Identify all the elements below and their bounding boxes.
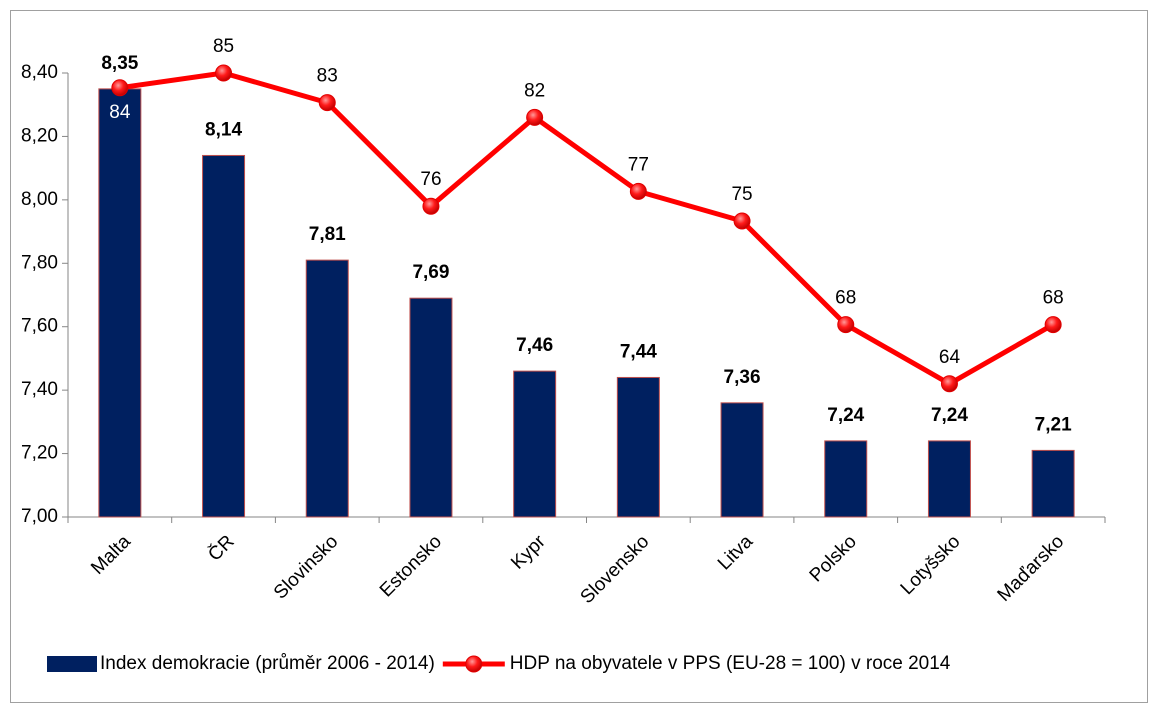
bar-value-label: 8,35 bbox=[101, 53, 138, 74]
bar-value-label: 7,24 bbox=[931, 405, 968, 426]
bar bbox=[202, 154, 246, 518]
legend-label: HDP na obyvatele v PPS (EU-28 = 100) v r… bbox=[510, 653, 951, 674]
bar bbox=[1031, 449, 1075, 518]
line-marker bbox=[422, 197, 440, 215]
y-tick-label: 7,20 bbox=[21, 443, 58, 464]
line-value-label: 77 bbox=[628, 154, 649, 175]
line-marker bbox=[837, 316, 855, 334]
bar bbox=[305, 259, 349, 518]
bar bbox=[513, 370, 557, 518]
line-marker bbox=[111, 79, 129, 97]
line bbox=[119, 70, 1055, 387]
legend-label: Index demokracie (průměr 2006 - 2014) bbox=[100, 653, 435, 674]
y-tick-label: 8,00 bbox=[21, 189, 58, 210]
bar bbox=[824, 440, 868, 518]
line-value-label: 84 bbox=[109, 102, 131, 123]
line-marker bbox=[629, 182, 647, 200]
bar-value-label: 7,46 bbox=[516, 335, 553, 356]
bar bbox=[720, 402, 764, 518]
line-marker bbox=[733, 212, 751, 230]
bar-value-label: 7,69 bbox=[412, 262, 449, 283]
y-tick-label: 7,60 bbox=[21, 316, 58, 337]
bar-value-label: 7,24 bbox=[827, 405, 864, 426]
line-marker bbox=[526, 108, 544, 126]
bar bbox=[98, 88, 142, 518]
legend-swatch bbox=[47, 656, 97, 672]
line-marker bbox=[940, 375, 958, 393]
line-value-label: 85 bbox=[213, 36, 234, 57]
y-tick-label: 7,00 bbox=[21, 506, 58, 527]
bar-value-label: 7,44 bbox=[620, 341, 657, 362]
line-value-label: 75 bbox=[731, 184, 752, 205]
line-value-label: 64 bbox=[939, 347, 961, 368]
y-tick-label: 8,20 bbox=[21, 125, 58, 146]
bar-value-label: 7,21 bbox=[1035, 414, 1072, 435]
bar-value-label: 8,14 bbox=[205, 119, 242, 140]
line-marker bbox=[318, 94, 336, 112]
bar bbox=[616, 376, 660, 518]
line-marker bbox=[215, 64, 233, 82]
chart-border bbox=[10, 10, 1148, 703]
line-marker bbox=[1044, 316, 1062, 334]
bar bbox=[409, 297, 453, 518]
bar-value-label: 7,36 bbox=[724, 367, 761, 388]
line-value-label: 68 bbox=[835, 288, 856, 309]
line-value-label: 76 bbox=[420, 169, 441, 190]
y-tick-label: 7,40 bbox=[21, 379, 58, 400]
bar bbox=[927, 440, 971, 518]
bar-value-label: 7,81 bbox=[309, 224, 346, 245]
y-tick-label: 8,40 bbox=[21, 62, 58, 83]
line-value-label: 68 bbox=[1043, 288, 1064, 309]
y-tick-label: 7,80 bbox=[21, 252, 58, 273]
legend-marker bbox=[465, 655, 483, 673]
line-value-label: 82 bbox=[524, 80, 545, 101]
line-value-label: 83 bbox=[317, 66, 338, 87]
